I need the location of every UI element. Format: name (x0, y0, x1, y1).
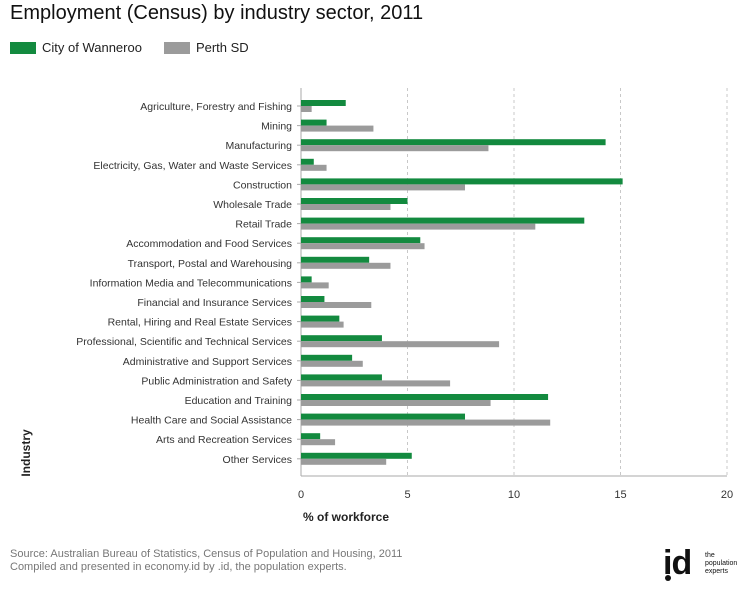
category-label: Mining (261, 121, 292, 133)
bar-perth (301, 125, 374, 132)
category-label: Education and Training (185, 395, 293, 407)
legend-label-wanneroo: City of Wanneroo (42, 40, 142, 55)
bar-perth (301, 164, 327, 171)
bar-perth (301, 302, 372, 308)
bar-perth (301, 458, 387, 465)
bar-perth (301, 400, 491, 406)
legend-swatch-wanneroo (10, 41, 36, 54)
bar-perth (301, 419, 551, 426)
category-label: Professional, Scientific and Technical S… (76, 336, 292, 348)
bar-perth (301, 223, 536, 230)
category-label: Other Services (223, 454, 292, 466)
category-label: Financial and Insurance Services (137, 297, 292, 309)
category-label: Rental, Hiring and Real Estate Services (108, 317, 292, 329)
bar-wanneroo (301, 315, 340, 322)
bar-wanneroo (301, 237, 421, 244)
bar-perth (301, 106, 312, 112)
chart-legend: City of Wanneroo Perth SD (10, 40, 271, 55)
bar-wanneroo (301, 100, 346, 106)
bar-wanneroo (301, 354, 353, 361)
bar-wanneroo (301, 452, 412, 459)
bar-wanneroo (301, 119, 327, 126)
bar-wanneroo (301, 433, 321, 440)
x-tick-label: 0 (298, 489, 304, 501)
category-label: Electricity, Gas, Water and Waste Servic… (93, 160, 292, 172)
category-label: Public Administration and Safety (141, 375, 292, 387)
bar-wanneroo (301, 413, 466, 420)
source-footer: Source: Australian Bureau of Statistics,… (10, 548, 402, 574)
id-logo: id the population experts (663, 544, 738, 584)
category-label: Health Care and Social Assistance (131, 415, 292, 427)
logo-mark: id (663, 544, 692, 582)
category-label: Manufacturing (225, 140, 292, 152)
bar-perth (301, 262, 391, 269)
bar-wanneroo (301, 374, 382, 381)
x-tick-label: 10 (508, 489, 520, 501)
legend-swatch-perth (163, 41, 190, 54)
bar-perth (301, 184, 466, 191)
bar-wanneroo (301, 217, 585, 224)
x-axis-title: % of workforce (303, 510, 389, 524)
bar-wanneroo (301, 276, 312, 283)
bar-wanneroo (301, 296, 325, 302)
legend-item-wanneroo[interactable]: City of Wanneroo (10, 40, 142, 55)
category-label: Wholesale Trade (213, 199, 292, 211)
compiled-line: Compiled and presented in economy.id by … (10, 561, 347, 573)
category-label: Administrative and Support Services (123, 356, 292, 368)
bar-perth (301, 243, 425, 250)
x-tick-label: 15 (614, 489, 626, 501)
bar-perth (301, 145, 489, 152)
category-label: Arts and Recreation Services (156, 434, 292, 446)
category-label: Transport, Postal and Warehousing (128, 258, 293, 270)
bar-wanneroo (301, 335, 382, 342)
bar-wanneroo (301, 178, 623, 185)
legend-label-perth: Perth SD (195, 40, 249, 55)
bar-wanneroo (301, 256, 370, 263)
bar-perth (301, 380, 451, 387)
y-axis-title: Industry (19, 429, 33, 477)
category-label: Retail Trade (235, 219, 292, 231)
category-label: Information Media and Telecommunications (90, 277, 292, 289)
bar-perth (301, 321, 344, 328)
bar-wanneroo (301, 198, 408, 204)
bar-perth (301, 341, 500, 348)
bar-wanneroo (301, 158, 314, 165)
legend-item-perth[interactable]: Perth SD (163, 40, 249, 55)
logo-dot (665, 575, 671, 581)
source-line: Source: Australian Bureau of Statistics,… (10, 548, 403, 560)
logo-tagline: the population experts (705, 552, 738, 575)
bar-perth (301, 439, 336, 446)
category-label: Accommodation and Food Services (126, 238, 292, 250)
x-tick-label: 20 (721, 489, 733, 501)
bar-perth (301, 204, 391, 210)
bar-perth (301, 282, 329, 289)
category-label: Construction (233, 179, 292, 191)
chart-title: Employment (Census) by industry sector, … (10, 2, 424, 24)
bar-wanneroo (301, 139, 606, 146)
bar-wanneroo (301, 394, 549, 400)
bar-perth (301, 360, 363, 367)
category-label: Agriculture, Forestry and Fishing (140, 101, 292, 113)
x-tick-label: 5 (404, 489, 410, 501)
